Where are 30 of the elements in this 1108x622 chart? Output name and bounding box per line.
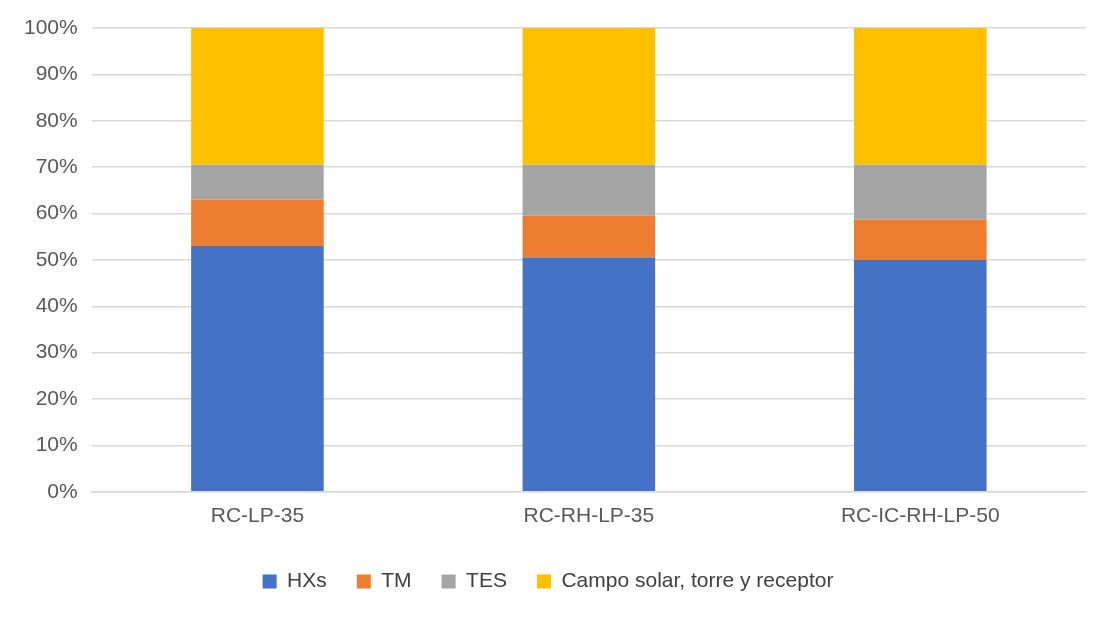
y-tick-label: 40% (35, 293, 78, 317)
legend-label: HXs (287, 568, 327, 592)
x-tick-label: RC-RH-LP-35 (523, 503, 655, 527)
bar (191, 28, 324, 165)
y-tick-label: 60% (35, 200, 78, 224)
bar (522, 28, 656, 165)
y-tick-label: 30% (35, 339, 78, 363)
y-tick-label: 20% (35, 385, 78, 409)
bar (522, 215, 656, 258)
bar (854, 219, 987, 260)
y-tick-label: 10% (35, 432, 78, 456)
bar (522, 164, 656, 216)
bar (854, 259, 987, 492)
bar (854, 164, 987, 220)
bar (522, 257, 656, 492)
y-tick-label: 90% (35, 61, 78, 85)
bar (191, 164, 324, 200)
x-tick-label: RC-IC-RH-LP-50 (840, 503, 1000, 527)
y-tick-label: 50% (35, 246, 78, 270)
bar (191, 199, 324, 246)
x-tick-label: RC-LP-35 (210, 503, 305, 527)
y-tick-label: 100% (23, 14, 78, 38)
y-tick-label: 0% (47, 478, 78, 502)
bar (854, 28, 987, 165)
legend-label: TM (381, 568, 412, 592)
y-tick-label: 80% (35, 107, 78, 131)
legend-label: TES (466, 568, 507, 592)
y-tick-label: 70% (35, 153, 78, 177)
bar (191, 245, 324, 492)
legend-label: Campo solar, torre y receptor (561, 568, 834, 592)
